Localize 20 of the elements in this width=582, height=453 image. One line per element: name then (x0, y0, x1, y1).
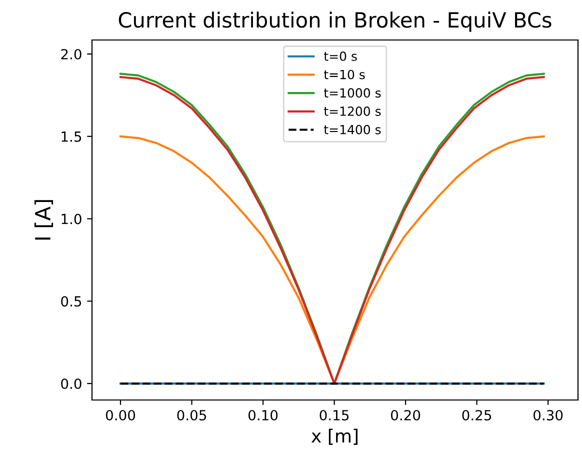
x-tick-label: 0.20 (391, 410, 420, 420)
y-tick-label: 1.5 (62, 132, 82, 142)
y-tick-label: 1.0 (62, 214, 82, 224)
legend-label: t=1000 s (324, 88, 381, 98)
x-tick-label: 0.10 (248, 410, 278, 420)
y-axis-title: I [A] (34, 200, 54, 240)
legend-label: t=0 s (324, 51, 357, 61)
x-tick-label: 0.30 (534, 410, 563, 420)
x-tick-label: 0.15 (320, 410, 349, 420)
x-tick-label: 0.25 (462, 410, 492, 420)
x-tick-label: 0.05 (177, 410, 206, 420)
legend-label: t=10 s (324, 70, 365, 80)
x-tick-label: 0.00 (106, 410, 136, 420)
y-tick-label: 2.0 (61, 48, 82, 60)
legend-label: t=1200 s (324, 106, 381, 116)
y-tick-label: 0.5 (61, 296, 82, 307)
chart-title: Current distribution in Broken - EquiV BCs (118, 12, 552, 32)
legend-label: t=1400 s (324, 124, 381, 134)
x-axis-title: x [m] (311, 428, 358, 445)
y-tick-label: 0.0 (61, 378, 82, 389)
